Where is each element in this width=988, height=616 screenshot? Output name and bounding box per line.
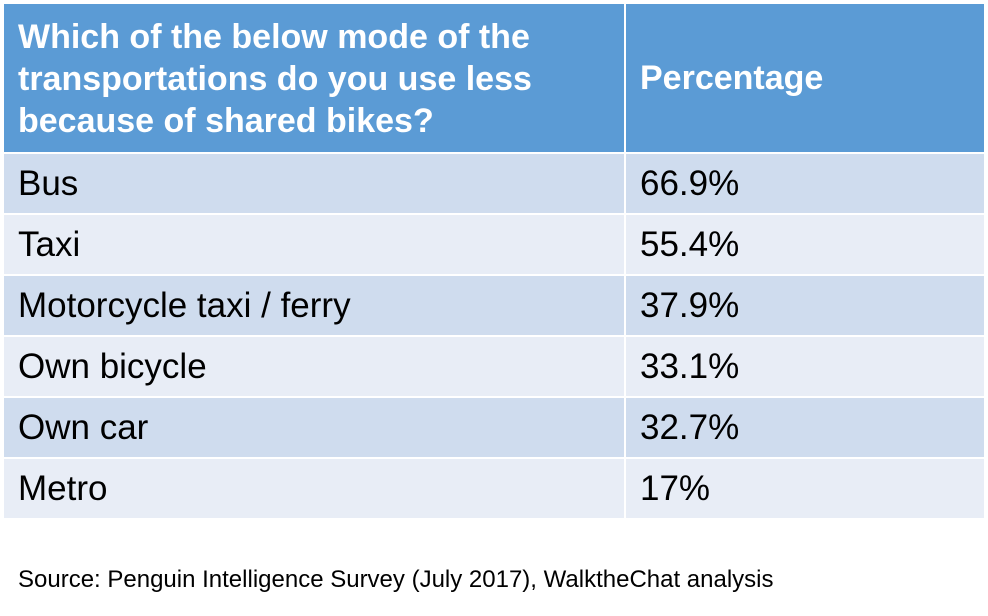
- row-value: 33.1%: [626, 337, 984, 396]
- row-label: Own car: [4, 398, 626, 457]
- header-percentage: Percentage: [626, 4, 984, 152]
- table-row: Bus 66.9%: [4, 154, 984, 215]
- source-note: Source: Penguin Intelligence Survey (Jul…: [18, 566, 774, 593]
- row-value: 66.9%: [626, 154, 984, 213]
- row-label: Own bicycle: [4, 337, 626, 396]
- row-value: 37.9%: [626, 276, 984, 335]
- survey-table: Which of the below mode of the transport…: [4, 4, 984, 520]
- row-label: Bus: [4, 154, 626, 213]
- table-row: Motorcycle taxi / ferry 37.9%: [4, 276, 984, 337]
- table-header-row: Which of the below mode of the transport…: [4, 4, 984, 154]
- row-value: 55.4%: [626, 215, 984, 274]
- row-label: Taxi: [4, 215, 626, 274]
- table-row: Own car 32.7%: [4, 398, 984, 459]
- table-row: Taxi 55.4%: [4, 215, 984, 276]
- row-value: 17%: [626, 459, 984, 518]
- row-value: 32.7%: [626, 398, 984, 457]
- table-row: Metro 17%: [4, 459, 984, 520]
- row-label: Metro: [4, 459, 626, 518]
- table-row: Own bicycle 33.1%: [4, 337, 984, 398]
- header-question: Which of the below mode of the transport…: [4, 4, 626, 152]
- table-body: Bus 66.9% Taxi 55.4% Motorcycle taxi / ferry…: [4, 154, 984, 520]
- row-label: Motorcycle taxi / ferry: [4, 276, 626, 335]
